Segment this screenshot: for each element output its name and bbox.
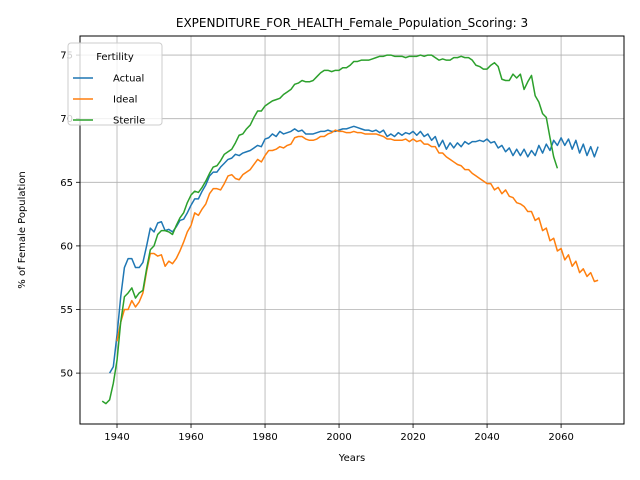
x-tick-label: 1940 [104, 432, 129, 443]
series-line-ideal [116, 129, 599, 342]
chart-title: EXPENDITURE_FOR_HEALTH_Female_Population… [176, 16, 528, 30]
legend-box [67, 42, 163, 126]
legend-title: Fertility [96, 52, 134, 63]
y-tick-label: 70 [60, 114, 73, 125]
y-tick-label: 75 [60, 51, 73, 62]
x-ticks: 1940 1960 1980 2000 2020 2040 2060 [104, 424, 574, 443]
y-tick-label: 60 [60, 241, 73, 252]
plot-frame [79, 35, 625, 425]
legend-label-actual: Actual [113, 74, 144, 85]
series-line-sterile [101, 54, 559, 405]
legend-label-sterile: Sterile [113, 116, 145, 127]
y-axis-label: % of Female Population [17, 171, 28, 288]
x-axis-label: Years [338, 453, 365, 464]
x-tick-label: 1980 [252, 432, 277, 443]
series-line-actual [108, 125, 599, 374]
x-tick-label: 2020 [400, 432, 425, 443]
y-tick-label: 65 [60, 178, 73, 189]
grid [80, 36, 624, 424]
x-tick-label: 2000 [326, 432, 351, 443]
series-layer [101, 54, 599, 405]
x-tick-label: 2060 [548, 432, 573, 443]
legend-label-ideal: Ideal [113, 95, 137, 106]
y-tick-label: 50 [60, 369, 73, 380]
legend: Fertility Actual Ideal Sterile [67, 42, 163, 127]
x-tick-label: 1960 [178, 432, 203, 443]
y-tick-label: 55 [60, 305, 73, 316]
x-tick-label: 2040 [474, 432, 499, 443]
